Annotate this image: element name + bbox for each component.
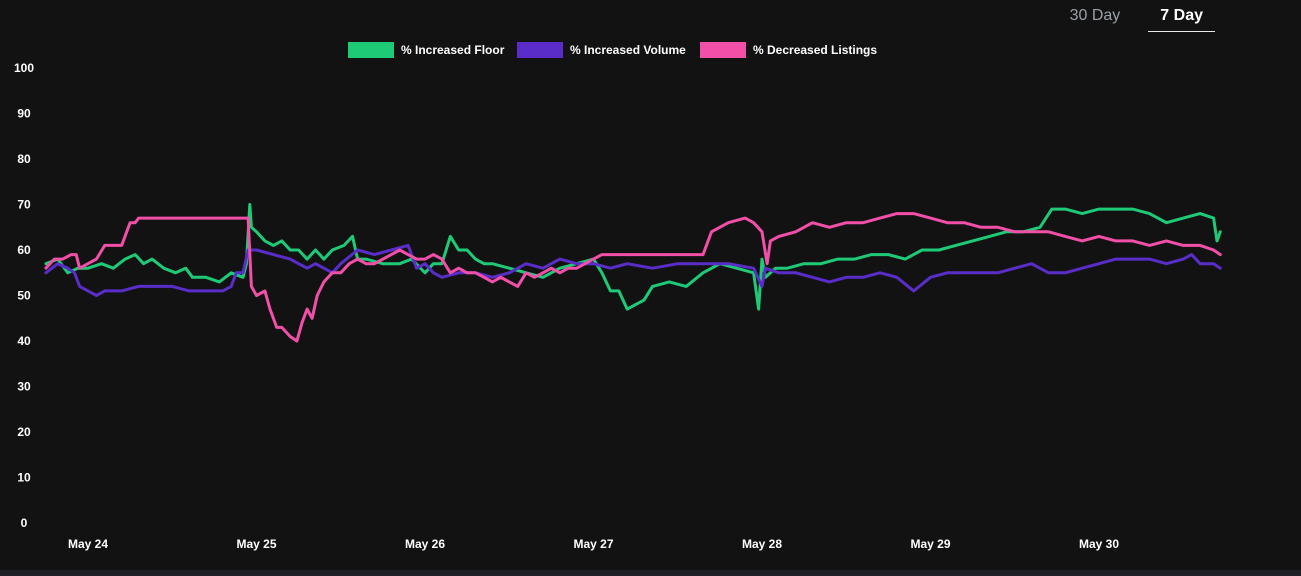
legend-swatch <box>348 42 394 58</box>
bottom-strip <box>0 570 1301 576</box>
x-tick-label: May 29 <box>910 537 950 551</box>
tab-7-day[interactable]: 7 Day <box>1148 4 1215 32</box>
series-line-decreased-listings <box>44 212 1222 343</box>
y-tick-label: 90 <box>17 107 31 121</box>
tab-30-day[interactable]: 30 Day <box>1069 7 1121 24</box>
y-tick-label: 60 <box>17 243 31 257</box>
x-tick-label: May 25 <box>236 537 276 551</box>
x-tick-label: May 24 <box>68 537 108 551</box>
legend-swatch <box>517 42 563 58</box>
y-tick-label: 80 <box>17 152 31 166</box>
series-line-increased-floor <box>44 203 1222 311</box>
y-tick-label: 0 <box>21 516 28 530</box>
legend-label: % Increased Floor <box>401 43 505 57</box>
y-tick-label: 100 <box>14 61 34 75</box>
legend-item-increased-volume[interactable]: % Increased Volume <box>517 42 686 58</box>
y-tick-label: 40 <box>17 334 31 348</box>
legend-item-decreased-listings[interactable]: % Decreased Listings <box>700 42 877 58</box>
x-tick-label: May 30 <box>1079 537 1119 551</box>
x-tick-label: May 26 <box>405 537 445 551</box>
y-axis: 0 10 20 30 40 50 60 70 80 90 100 <box>14 61 34 530</box>
x-tick-label: May 28 <box>742 537 782 551</box>
series-line-increased-volume <box>44 243 1222 297</box>
y-tick-label: 70 <box>17 198 31 212</box>
legend-swatch <box>700 42 746 58</box>
plot-area <box>44 203 1222 343</box>
legend: % Increased Floor % Increased Volume % Dec… <box>348 42 877 58</box>
x-tick-label: May 27 <box>573 537 613 551</box>
y-tick-label: 30 <box>17 380 31 394</box>
legend-label: % Decreased Listings <box>753 43 877 57</box>
range-selector: 30 Day 7 Day <box>1058 4 1215 32</box>
x-axis: May 24 May 25 May 26 May 27 May 28 May 29 May … <box>68 537 1119 551</box>
legend-label: % Increased Volume <box>570 43 686 57</box>
y-tick-label: 50 <box>17 289 31 303</box>
y-tick-label: 20 <box>17 425 31 439</box>
y-tick-label: 10 <box>17 471 31 485</box>
legend-item-increased-floor[interactable]: % Increased Floor <box>348 42 505 58</box>
